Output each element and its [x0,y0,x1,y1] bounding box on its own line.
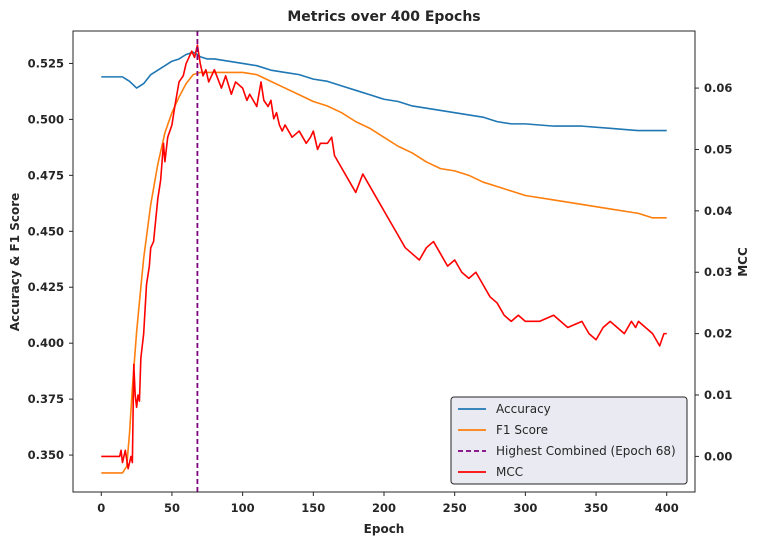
x-tick-label: 350 [584,501,608,515]
y-left-tick-label: 0.375 [28,392,64,406]
x-tick-label: 50 [164,501,180,515]
legend-label: F1 Score [496,423,548,437]
y-left-tick-label: 0.475 [28,168,64,182]
x-tick-label: 200 [372,501,396,515]
x-axis-label: Epoch [364,522,405,536]
y-right-tick-label: 0.00 [704,449,732,463]
legend-label: MCC [496,465,523,479]
x-axis: 0 50 100 150 200 250 300 350 400 [97,492,679,515]
y-right-tick-label: 0.02 [704,327,732,341]
y-left-tick-label: 0.350 [28,448,64,462]
y-axis-left: 0.350 0.375 0.400 0.425 0.450 0.475 0.500 0.525 [28,56,73,462]
y-left-tick-label: 0.425 [28,280,64,294]
x-tick-label: 150 [301,501,325,515]
legend: Accuracy F1 Score Highest Combined (Epoch … [450,396,688,485]
plot-layer [101,31,667,492]
y-axis-right-label: MCC [736,247,750,277]
series-line-accuracy [101,51,667,132]
x-tick-label: 250 [443,501,467,515]
y-left-tick-label: 0.525 [28,56,64,70]
chart-title: Metrics over 400 Epochs [287,9,480,25]
y-axis-left-label: Accuracy & F1 Score [8,193,22,332]
x-tick-label: 300 [513,501,537,515]
legend-box [450,396,688,485]
y-right-tick-label: 0.01 [704,388,732,402]
y-left-tick-label: 0.500 [28,112,64,126]
y-left-tick-label: 0.450 [28,224,64,238]
legend-label: Highest Combined (Epoch 68) [496,444,676,458]
x-tick-label: 0 [97,501,105,515]
series-line-f1-score [101,71,667,474]
y-right-tick-label: 0.05 [704,142,732,156]
y-right-tick-label: 0.04 [704,204,732,218]
x-tick-label: 400 [655,501,679,515]
y-right-tick-label: 0.03 [704,265,732,279]
y-axis-right: 0.00 0.01 0.02 0.03 0.04 0.05 0.06 [695,81,732,463]
y-left-tick-label: 0.400 [28,336,64,350]
legend-label: Accuracy [496,402,551,416]
y-right-tick-label: 0.06 [704,81,732,95]
x-tick-label: 100 [231,501,255,515]
series-line-mcc [101,44,667,470]
